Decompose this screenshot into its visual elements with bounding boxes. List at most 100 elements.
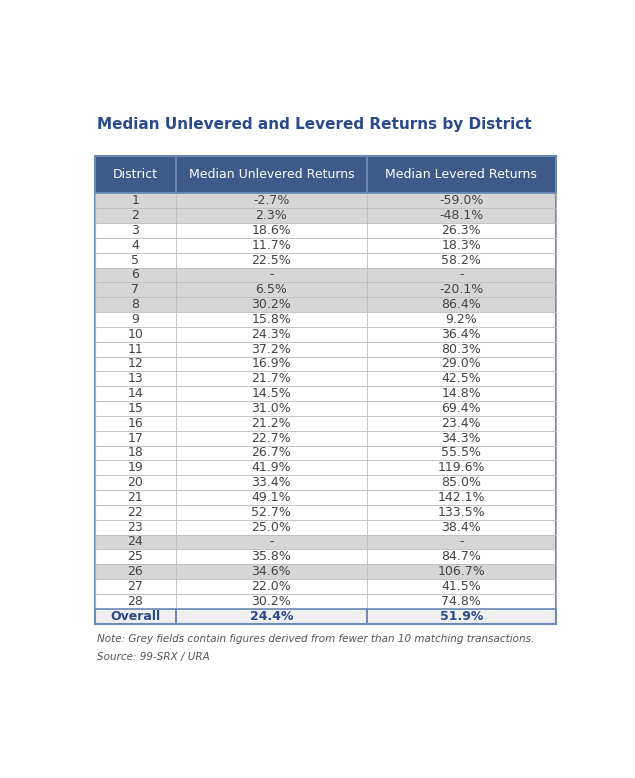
- Text: 15.8%: 15.8%: [251, 313, 291, 326]
- Bar: [176, 156, 367, 194]
- Text: 21: 21: [128, 491, 144, 504]
- Text: 86.4%: 86.4%: [441, 298, 481, 311]
- Bar: [367, 564, 556, 579]
- Bar: [176, 223, 367, 238]
- Bar: [95, 505, 176, 520]
- Bar: [95, 297, 176, 312]
- Text: 14: 14: [128, 387, 144, 400]
- Bar: [367, 194, 556, 209]
- Text: 38.4%: 38.4%: [441, 520, 481, 534]
- Bar: [95, 386, 176, 401]
- Bar: [367, 549, 556, 564]
- Text: 22.5%: 22.5%: [251, 254, 291, 267]
- Text: 22.0%: 22.0%: [251, 580, 291, 593]
- Text: 36.4%: 36.4%: [441, 328, 481, 341]
- Text: Median Levered Returns: Median Levered Returns: [385, 168, 537, 181]
- Bar: [176, 253, 367, 268]
- Text: -59.0%: -59.0%: [439, 194, 483, 207]
- Bar: [176, 356, 367, 371]
- Bar: [176, 371, 367, 386]
- Text: 10: 10: [128, 328, 144, 341]
- Bar: [95, 268, 176, 282]
- Bar: [95, 461, 176, 475]
- Bar: [176, 461, 367, 475]
- Bar: [95, 520, 176, 534]
- Text: 33.4%: 33.4%: [251, 476, 291, 489]
- Bar: [367, 253, 556, 268]
- Text: 9: 9: [131, 313, 139, 326]
- Bar: [176, 327, 367, 342]
- Text: 14.8%: 14.8%: [441, 387, 481, 400]
- Bar: [95, 371, 176, 386]
- Bar: [176, 579, 367, 594]
- Bar: [176, 342, 367, 356]
- Text: 106.7%: 106.7%: [438, 565, 485, 578]
- Text: Source: 99-SRX / URA: Source: 99-SRX / URA: [97, 652, 210, 661]
- Text: 35.8%: 35.8%: [251, 550, 291, 563]
- Text: 14.5%: 14.5%: [251, 387, 291, 400]
- Bar: [367, 356, 556, 371]
- Bar: [176, 549, 367, 564]
- Text: 49.1%: 49.1%: [251, 491, 291, 504]
- Text: 18: 18: [128, 447, 144, 460]
- Text: 7: 7: [131, 283, 140, 296]
- Text: 22.7%: 22.7%: [251, 432, 291, 445]
- Bar: [95, 608, 176, 623]
- Text: 18.6%: 18.6%: [251, 224, 291, 237]
- Bar: [95, 594, 176, 608]
- Text: 12: 12: [128, 357, 144, 370]
- Text: 8: 8: [131, 298, 140, 311]
- Text: 15: 15: [128, 402, 144, 415]
- Text: Note: Grey fields contain figures derived from fewer than 10 matching transactio: Note: Grey fields contain figures derive…: [97, 634, 534, 643]
- Bar: [95, 534, 176, 549]
- Text: 27: 27: [128, 580, 144, 593]
- Bar: [176, 194, 367, 209]
- Bar: [367, 490, 556, 505]
- Text: 142.1%: 142.1%: [438, 491, 485, 504]
- Text: 18.3%: 18.3%: [441, 239, 481, 252]
- Text: 41.5%: 41.5%: [441, 580, 481, 593]
- Text: 80.3%: 80.3%: [441, 342, 481, 356]
- Text: 16.9%: 16.9%: [251, 357, 291, 370]
- Bar: [367, 446, 556, 461]
- Text: 42.5%: 42.5%: [441, 373, 481, 385]
- Text: -: -: [269, 268, 274, 282]
- Bar: [176, 268, 367, 282]
- Bar: [367, 608, 556, 623]
- Text: 20: 20: [128, 476, 144, 489]
- Bar: [367, 520, 556, 534]
- Bar: [95, 431, 176, 446]
- Bar: [95, 282, 176, 297]
- Bar: [367, 268, 556, 282]
- Text: 55.5%: 55.5%: [441, 447, 481, 460]
- Bar: [367, 461, 556, 475]
- Bar: [95, 312, 176, 327]
- Bar: [95, 475, 176, 490]
- Bar: [95, 238, 176, 253]
- Text: -48.1%: -48.1%: [439, 209, 483, 223]
- Bar: [176, 297, 367, 312]
- Bar: [367, 505, 556, 520]
- Text: 5: 5: [131, 254, 140, 267]
- Bar: [367, 297, 556, 312]
- Text: 16: 16: [128, 417, 144, 429]
- Bar: [367, 416, 556, 431]
- Bar: [367, 223, 556, 238]
- Text: 11: 11: [128, 342, 144, 356]
- Bar: [367, 371, 556, 386]
- Text: 6: 6: [131, 268, 139, 282]
- Bar: [176, 312, 367, 327]
- Bar: [367, 401, 556, 416]
- Text: 2.3%: 2.3%: [255, 209, 287, 223]
- Bar: [176, 416, 367, 431]
- Text: 19: 19: [128, 461, 144, 475]
- Bar: [95, 253, 176, 268]
- Text: 26.3%: 26.3%: [441, 224, 481, 237]
- Bar: [176, 564, 367, 579]
- Bar: [367, 312, 556, 327]
- Text: -: -: [459, 268, 464, 282]
- Text: 133.5%: 133.5%: [438, 506, 485, 519]
- Bar: [95, 209, 176, 223]
- Text: 17: 17: [128, 432, 144, 445]
- Bar: [176, 386, 367, 401]
